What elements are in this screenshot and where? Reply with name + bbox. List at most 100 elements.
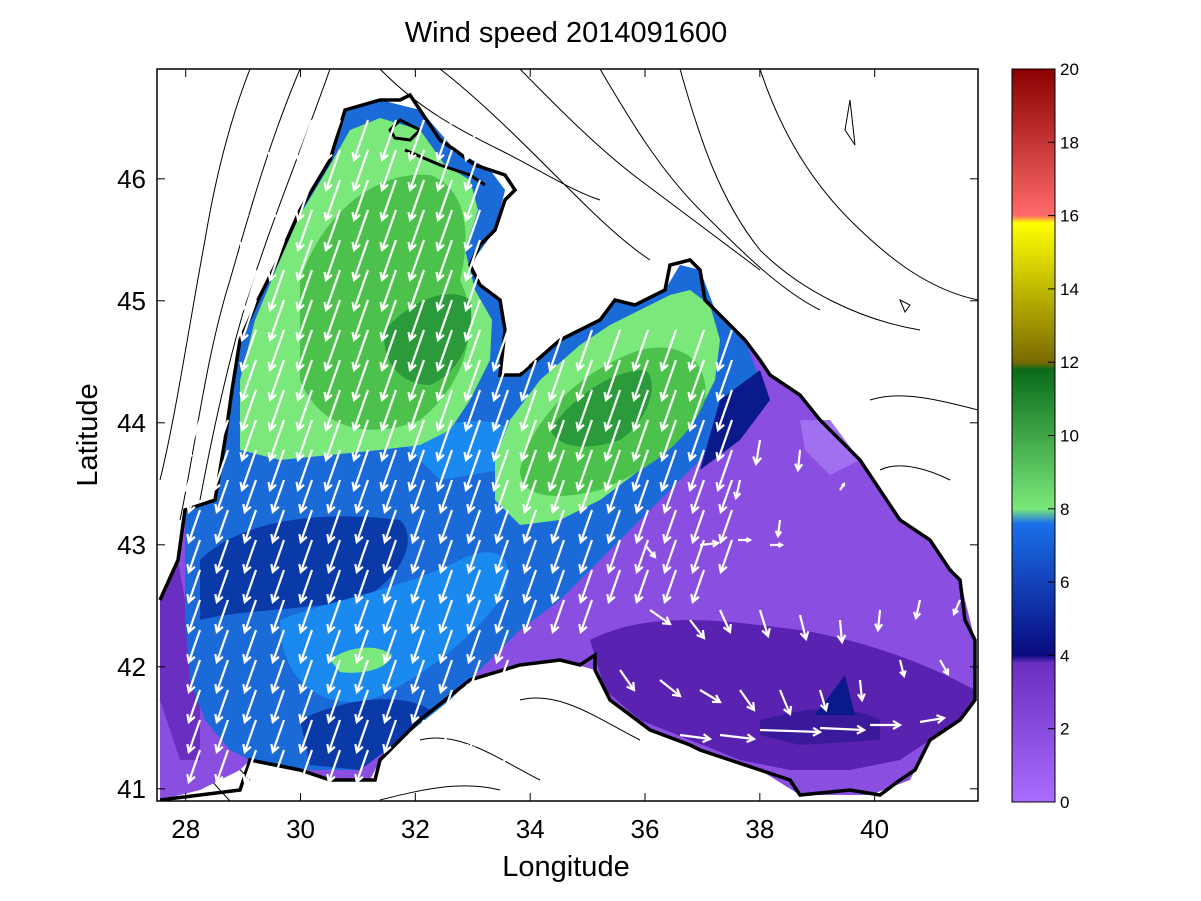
x-axis: 28 30 32 34 36 38 40 xyxy=(171,69,889,844)
wind-arrow xyxy=(214,749,230,785)
wind-arrow xyxy=(715,449,734,493)
wind-arrow xyxy=(575,389,594,433)
wind-arrow xyxy=(326,479,342,515)
y-tick-label: 46 xyxy=(117,164,146,194)
wind-arrow xyxy=(739,689,756,712)
wind-arrow xyxy=(242,689,258,725)
wind-arrow xyxy=(351,239,370,283)
wind-arrow xyxy=(634,509,650,545)
wind-arrow xyxy=(298,479,314,515)
colorbar-gradient xyxy=(1011,68,1056,803)
wind-arrow xyxy=(466,659,482,695)
wind-arrow xyxy=(578,539,594,575)
wind-arrow xyxy=(186,659,202,695)
wind-arrow xyxy=(323,239,342,283)
wind-arrow xyxy=(351,419,370,463)
wind-arrow xyxy=(407,209,426,253)
wind-arrow xyxy=(603,449,622,493)
wind-arrow xyxy=(606,569,622,605)
wind-arrow xyxy=(547,419,566,463)
wind-arrow xyxy=(242,659,258,695)
wind-arrow xyxy=(939,659,950,676)
wind-arrow xyxy=(239,299,258,343)
wind-arrow xyxy=(522,539,538,575)
wind-arrow xyxy=(631,329,650,373)
wind-arrow xyxy=(715,329,734,373)
wind-arrow xyxy=(718,509,734,545)
wind-arrow xyxy=(466,509,482,545)
chart-title: Wind speed 2014091600 xyxy=(405,17,727,49)
wind-arrow xyxy=(323,269,342,313)
wind-arrow xyxy=(298,599,314,635)
wind-arrow xyxy=(603,359,622,403)
wind-arrow xyxy=(715,389,734,433)
wind-arrow xyxy=(435,359,454,403)
wind-arrow xyxy=(382,599,398,635)
x-tick-label: 40 xyxy=(860,814,889,844)
wind-arrow xyxy=(267,359,286,403)
wind-arrow xyxy=(578,569,594,605)
y-axis: 41 42 43 44 45 46 xyxy=(117,164,978,804)
wind-arrow xyxy=(913,599,922,621)
wind-arrow xyxy=(351,449,370,493)
wind-arrow xyxy=(435,239,454,283)
wind-arrow xyxy=(298,629,314,665)
wind-arrow xyxy=(239,239,258,283)
wind-arrow xyxy=(270,719,286,755)
wind-arrow xyxy=(407,449,426,493)
wind-arrow xyxy=(466,479,482,515)
wind-arrow xyxy=(211,419,230,463)
wind-arrow xyxy=(270,509,286,545)
wind-arrow xyxy=(351,209,370,253)
coastline xyxy=(158,92,977,801)
wind-arrow xyxy=(186,689,202,725)
wind-arrow xyxy=(407,149,426,193)
wind-arrow xyxy=(379,119,398,163)
wind-arrow xyxy=(719,733,757,744)
wind-arrow xyxy=(214,509,230,545)
x-tick-label: 34 xyxy=(516,814,545,844)
wind-arrow xyxy=(836,619,847,645)
wind-arrow xyxy=(295,209,314,253)
wind-arrow xyxy=(494,569,510,605)
wind-arrow xyxy=(186,749,202,785)
wind-arrow xyxy=(354,569,370,605)
wind-arrow xyxy=(242,599,258,635)
wind-arrow xyxy=(718,609,732,635)
wind-arrow xyxy=(438,599,454,635)
wind-arrow xyxy=(466,719,482,755)
wind-arrow xyxy=(550,479,566,515)
wind-arrow xyxy=(634,479,650,515)
wind-arrow xyxy=(659,449,678,493)
wind-speed-contours xyxy=(160,100,975,800)
wind-arrow xyxy=(778,689,793,717)
wind-arrow xyxy=(407,419,426,463)
wind-arrow xyxy=(679,733,713,744)
wind-arrow xyxy=(699,539,721,548)
wind-arrow xyxy=(798,614,810,642)
wind-arrow xyxy=(575,449,594,493)
wind-arrow xyxy=(326,539,342,575)
wind-arrow xyxy=(326,719,342,755)
wind-arrow xyxy=(870,720,903,730)
wind-arrow xyxy=(410,719,426,755)
wind-arrow xyxy=(435,449,454,493)
wind-arrow xyxy=(407,329,426,373)
wind-arrow xyxy=(466,629,482,665)
wind-arrow xyxy=(186,719,202,755)
wind-arrow xyxy=(410,599,426,635)
wind-arrow xyxy=(270,539,286,575)
wind-arrow xyxy=(519,419,538,463)
wind-arrow xyxy=(323,449,342,493)
wind-arrow xyxy=(715,419,734,463)
wind-arrow xyxy=(298,539,314,575)
wind-arrow xyxy=(603,329,622,373)
wind-arrow xyxy=(494,539,510,575)
wind-arrow xyxy=(351,329,370,373)
colorbar-tick-label: 0 xyxy=(1060,793,1069,812)
wind-arrow xyxy=(631,419,650,463)
wind-arrow xyxy=(298,509,314,545)
wind-arrow xyxy=(295,329,314,373)
wind-arrow xyxy=(379,179,398,223)
wind-arrow xyxy=(463,179,482,223)
